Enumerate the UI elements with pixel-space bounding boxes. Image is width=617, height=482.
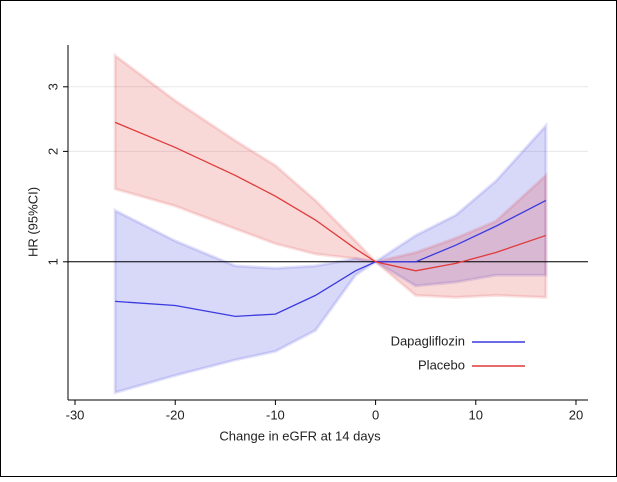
y-tick-label: 2 bbox=[45, 148, 60, 155]
ci-band bbox=[113, 52, 548, 299]
x-tick-label: 10 bbox=[469, 407, 483, 422]
x-tick-label: -10 bbox=[266, 407, 285, 422]
x-tick-label: 0 bbox=[372, 407, 379, 422]
x-tick-label: 20 bbox=[569, 407, 583, 422]
y-tick-label: 1 bbox=[45, 258, 60, 265]
x-tick-label: -30 bbox=[66, 407, 85, 422]
x-tick-label: -20 bbox=[166, 407, 185, 422]
y-axis-title: HR (95%CI) bbox=[25, 187, 40, 257]
line bbox=[114, 121, 547, 272]
legend-label: Placebo bbox=[418, 357, 465, 372]
legend-label: Dapagliflozin bbox=[391, 333, 465, 348]
ci-band bbox=[113, 121, 548, 395]
x-axis-title: Change in eGFR at 14 days bbox=[219, 428, 381, 443]
line bbox=[115, 199, 547, 318]
y-tick-label: 3 bbox=[45, 83, 60, 90]
